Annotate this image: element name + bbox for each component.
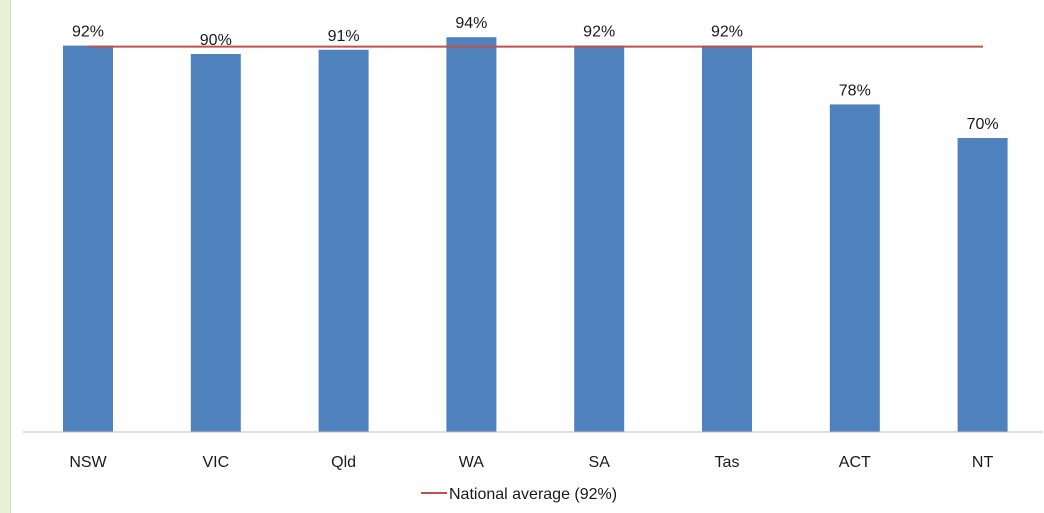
data-label-nt: 70% [967, 116, 999, 133]
bar-qld [318, 49, 369, 433]
data-label-tas: 92% [711, 24, 743, 41]
x-tick-label-act: ACT [839, 454, 871, 471]
x-tick-label-vic: VIC [202, 454, 229, 471]
x-tick-label-nt: NT [972, 454, 994, 471]
bar-tas [702, 45, 752, 432]
bar-act [829, 104, 880, 433]
data-label-qld: 91% [328, 28, 360, 45]
data-label-sa: 92% [583, 24, 615, 41]
data-label-wa: 94% [455, 15, 487, 32]
bar-wa [446, 37, 497, 432]
data-label-act: 78% [839, 82, 871, 99]
x-tick-label-wa: WA [459, 454, 485, 471]
legend: National average (92%) [421, 486, 617, 503]
legend-label: National average (92%) [449, 486, 617, 503]
x-tick-label-qld: Qld [331, 454, 356, 471]
bars-group [63, 37, 1008, 433]
bar-sa [574, 45, 625, 432]
data-label-vic: 90% [200, 32, 232, 49]
bar-nt [957, 138, 1008, 432]
x-tick-label-sa: SA [589, 454, 611, 471]
chart-frame: 92% 90% 91% 94% 92% 92% 78% 70% NSW VIC Qld WA SA Ta… [10, 0, 1044, 513]
data-labels-group: 92% 90% 91% 94% 92% 92% 78% 70% [72, 15, 999, 133]
bar-nsw [63, 45, 113, 432]
x-tick-label-tas: Tas [715, 454, 740, 471]
x-tick-labels-group: NSW VIC Qld WA SA Tas ACT NT [69, 454, 993, 471]
bar-vic [190, 54, 241, 432]
x-tick-label-nsw: NSW [69, 454, 107, 471]
data-label-nsw: 92% [72, 24, 104, 41]
bar-chart: 92% 90% 91% 94% 92% 92% 78% 70% NSW VIC Qld WA SA Ta… [23, 15, 1043, 503]
